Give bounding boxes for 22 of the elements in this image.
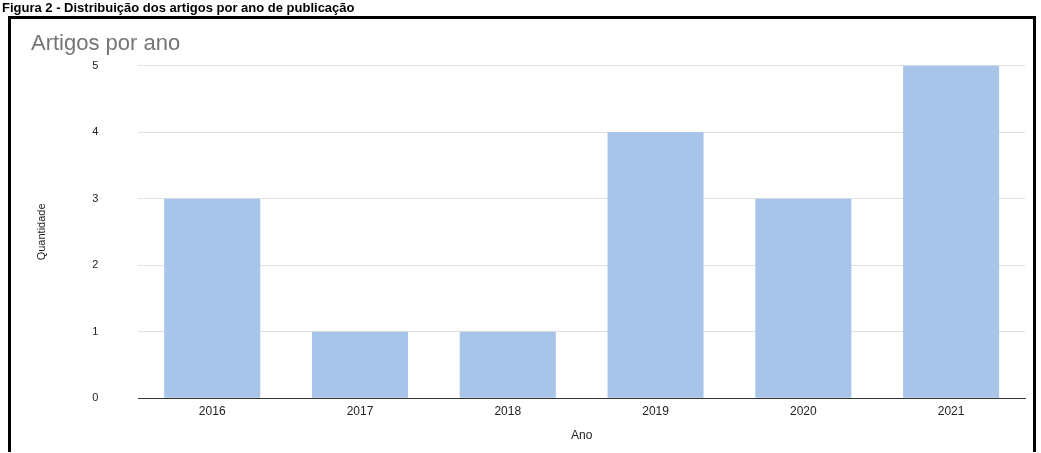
y-tick-label: 1 xyxy=(92,324,99,337)
x-tick-label: 2016 xyxy=(198,403,226,418)
y-axis-title: Quantidade xyxy=(34,203,47,261)
y-tick-label: 0 xyxy=(92,391,99,404)
bar xyxy=(164,198,261,398)
y-tick-label: 3 xyxy=(92,191,99,204)
x-tick-label: 2018 xyxy=(494,403,522,418)
bar xyxy=(755,198,852,398)
x-tick-label: 2020 xyxy=(789,403,817,418)
y-tick-label: 2 xyxy=(92,258,99,271)
chart-title: Artigos por ano xyxy=(31,30,181,56)
y-tick-label: 4 xyxy=(92,125,99,138)
text: Figura 2 - Distribuição dos artigos por ano de publicação xyxy=(2,0,355,15)
y-tick-label: 5 xyxy=(92,58,99,71)
x-tick-label: 2019 xyxy=(642,403,670,418)
bar xyxy=(607,132,704,398)
bar xyxy=(459,331,556,398)
x-tick-label: 2017 xyxy=(346,403,374,418)
x-axis-title: Ano xyxy=(570,428,593,443)
bar xyxy=(311,331,409,398)
bar xyxy=(903,65,1000,398)
x-tick-label: 2021 xyxy=(937,403,965,418)
